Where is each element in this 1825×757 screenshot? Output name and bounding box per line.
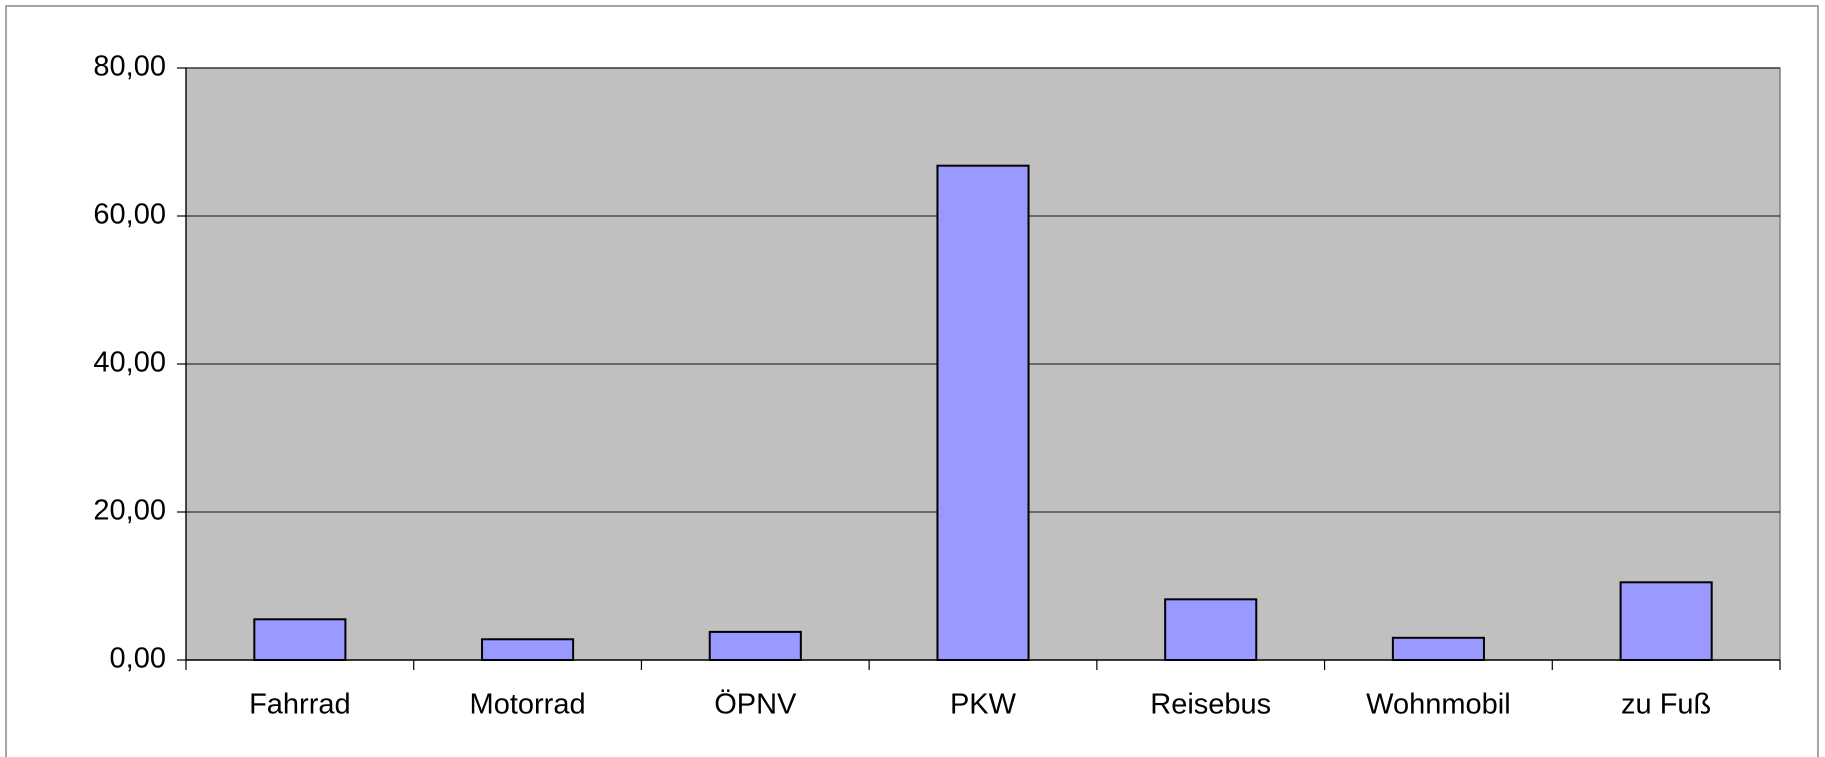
y-tick-label: 60,00 — [93, 199, 166, 231]
y-tick-label: 0,00 — [110, 643, 166, 675]
y-tick-label: 80,00 — [93, 51, 166, 83]
bar — [253, 618, 347, 661]
y-tick-label: 40,00 — [93, 347, 166, 379]
bar — [708, 630, 802, 662]
y-tick-label: 20,00 — [93, 495, 166, 527]
bar — [1391, 636, 1485, 661]
x-tick-label: Fahrrad — [249, 689, 351, 721]
bar — [1164, 598, 1258, 662]
x-tick-label: Motorrad — [470, 689, 586, 721]
bar — [481, 638, 575, 662]
x-tick-label: zu Fuß — [1621, 689, 1711, 721]
x-tick-label: Reisebus — [1150, 689, 1271, 721]
x-tick-label: PKW — [950, 689, 1017, 721]
bar — [936, 164, 1030, 661]
x-tick-label: ÖPNV — [714, 689, 797, 721]
bar — [1619, 581, 1713, 661]
x-tick-label: Wohnmobil — [1366, 689, 1511, 721]
